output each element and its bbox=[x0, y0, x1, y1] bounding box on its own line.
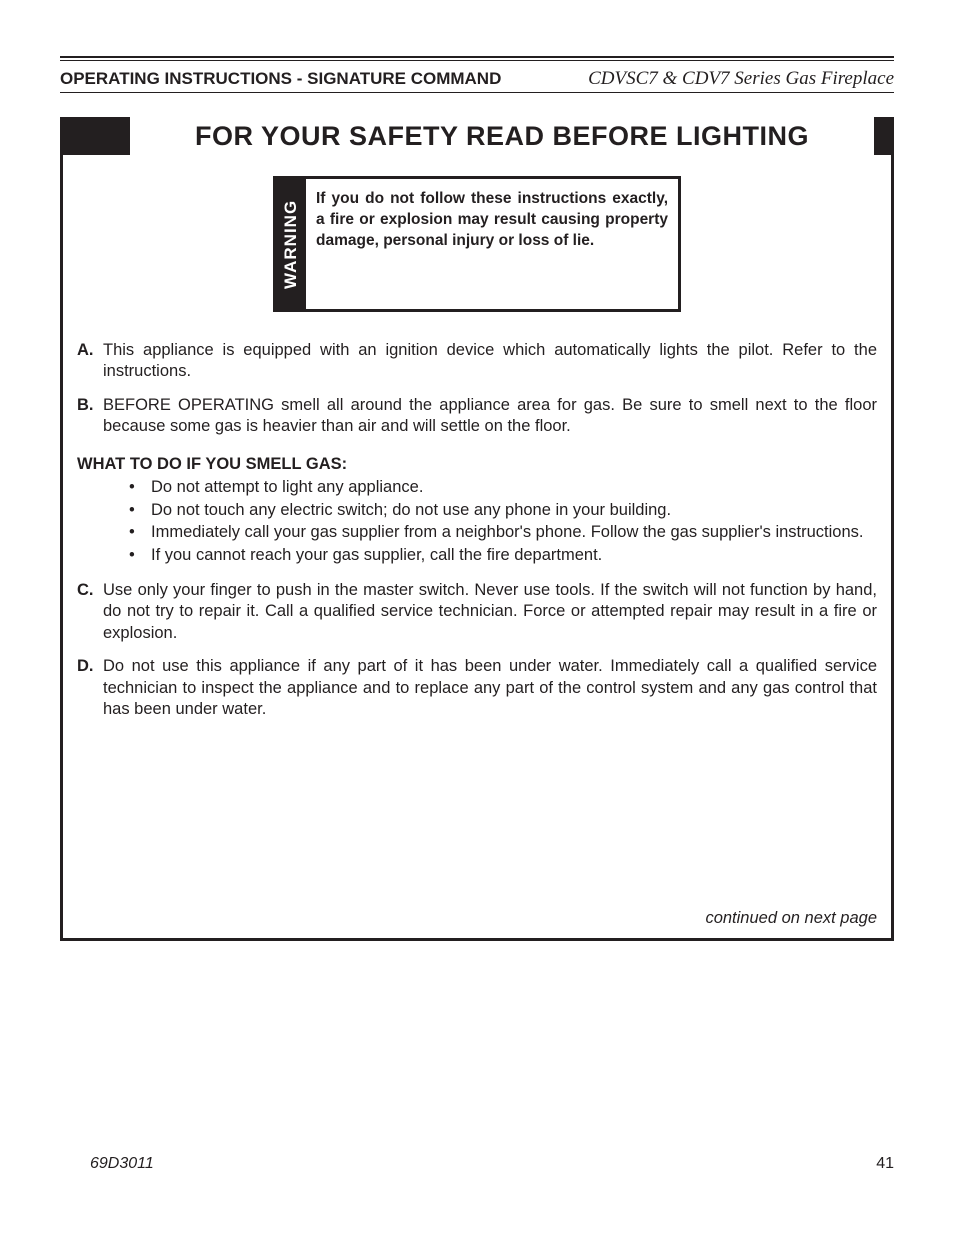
item-d-letter: D. bbox=[77, 656, 103, 720]
item-c-text: Use only your finger to push in the mast… bbox=[103, 580, 877, 644]
item-b-text: BEFORE OPERATING smell all around the ap… bbox=[103, 395, 877, 438]
item-b: B. BEFORE OPERATING smell all around the… bbox=[77, 395, 877, 438]
item-d: D. Do not use this appliance if any part… bbox=[77, 656, 877, 720]
title-blackcap-left bbox=[60, 117, 130, 155]
header-rule bbox=[60, 56, 894, 61]
smell-bullets: Do not attempt to light any appliance. D… bbox=[129, 477, 877, 566]
smell-bullet: Immediately call your gas supplier from … bbox=[129, 522, 877, 543]
item-b-letter: B. bbox=[77, 395, 103, 438]
item-a-text: This appliance is equipped with an ignit… bbox=[103, 340, 877, 383]
page-number: 41 bbox=[876, 1155, 894, 1173]
smell-heading: WHAT TO DO IF YOU SMELL GAS: bbox=[77, 454, 877, 475]
title-blackcap-right bbox=[874, 117, 894, 155]
page-footer: 69D3011 41 bbox=[90, 1155, 894, 1173]
item-a-letter: A. bbox=[77, 340, 103, 383]
warning-label: WARNING bbox=[276, 179, 306, 309]
smell-bullet: Do not attempt to light any appliance. bbox=[129, 477, 877, 498]
smell-bullet: Do not touch any electric switch; do not… bbox=[129, 500, 877, 521]
doc-number: 69D3011 bbox=[90, 1155, 154, 1173]
page-header: OPERATING INSTRUCTIONS - SIGNATURE COMMA… bbox=[60, 65, 894, 93]
safety-box: FOR YOUR SAFETY READ BEFORE LIGHTING WAR… bbox=[60, 117, 894, 941]
item-c: C. Use only your finger to push in the m… bbox=[77, 580, 877, 644]
page-title: FOR YOUR SAFETY READ BEFORE LIGHTING bbox=[130, 117, 874, 155]
instruction-list: A. This appliance is equipped with an ig… bbox=[77, 340, 877, 721]
item-a: A. This appliance is equipped with an ig… bbox=[77, 340, 877, 383]
header-right: CDVSC7 & CDV7 Series Gas Fireplace bbox=[588, 68, 894, 90]
item-c-letter: C. bbox=[77, 580, 103, 644]
header-left: OPERATING INSTRUCTIONS - SIGNATURE COMMA… bbox=[60, 69, 501, 89]
continued-note: continued on next page bbox=[705, 909, 877, 928]
smell-bullet: If you cannot reach your gas supplier, c… bbox=[129, 545, 877, 566]
item-d-text: Do not use this appliance if any part of… bbox=[103, 656, 877, 720]
title-bar: FOR YOUR SAFETY READ BEFORE LIGHTING bbox=[60, 117, 894, 155]
warning-text: If you do not follow these instructions … bbox=[306, 179, 678, 309]
warning-box: WARNING If you do not follow these instr… bbox=[273, 176, 681, 312]
